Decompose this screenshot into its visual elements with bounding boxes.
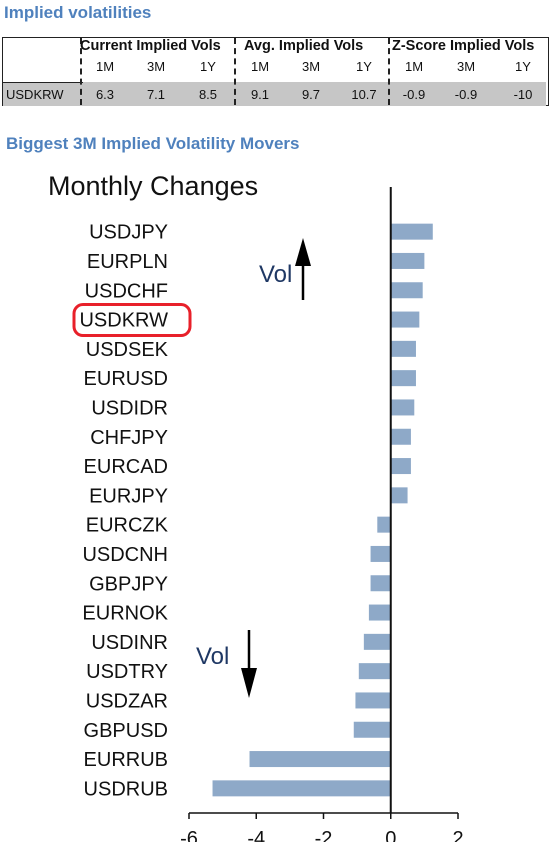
table-separator <box>80 38 82 105</box>
category-label: GBPJPY <box>89 573 168 595</box>
table-row-band <box>3 82 546 106</box>
bar <box>358 663 391 680</box>
row-label: USDKRW <box>6 87 64 102</box>
category-label: CHFJPY <box>90 427 168 449</box>
bar <box>390 223 433 240</box>
category-label: USDJPY <box>89 222 168 244</box>
tenor-header: 1Y <box>356 59 372 74</box>
table-cell: -10 <box>513 87 533 102</box>
bar <box>390 282 423 299</box>
bar <box>249 751 391 768</box>
monthly-changes-chart: Monthly Changes USDJPY EURPLN USDCHF USDKRW… <box>48 171 464 842</box>
group-header-current: Current Implied Vols <box>80 38 221 54</box>
category-label: EURNOK <box>82 603 168 625</box>
bar <box>353 721 391 738</box>
bar <box>390 370 416 387</box>
table-separator <box>388 38 390 105</box>
table-cell: 7.1 <box>146 87 166 102</box>
bar <box>390 458 411 475</box>
bar <box>377 516 391 533</box>
bar <box>390 340 416 357</box>
category-label: USDIDR <box>91 397 168 419</box>
implied-volatilities-title: Implied volatilities <box>4 3 152 22</box>
bar <box>368 604 391 621</box>
table-cell: 9.1 <box>250 87 270 102</box>
table-separator <box>234 38 236 105</box>
table-divider <box>3 82 83 83</box>
bar <box>390 252 425 269</box>
bar <box>370 575 391 592</box>
group-header-zscore: Z-Score Implied Vols <box>392 38 535 54</box>
category-label: USDCNH <box>82 544 168 566</box>
category-label: USDSEK <box>86 339 169 361</box>
category-label: USDCHF <box>85 280 168 302</box>
highlight-box <box>72 303 192 338</box>
category-label: USDZAR <box>86 690 168 712</box>
category-label: USDKRW <box>79 310 168 332</box>
category-label: EURJPY <box>89 485 168 507</box>
category-labels: USDJPY EURPLN USDCHF USDKRW USDSEK EURUSD USDI… <box>72 222 192 800</box>
vol-down-label: Vol <box>196 643 229 670</box>
category-label: USDTRY <box>86 661 168 683</box>
table-cell: 9.7 <box>301 87 321 102</box>
table-cell: 10.7 <box>351 87 377 102</box>
bar <box>390 487 408 504</box>
group-header-avg: Avg. Implied Vols <box>244 38 364 54</box>
category-label: EURUSD <box>84 368 168 390</box>
x-tick-label: 2 <box>452 828 463 842</box>
category-label: EURRUB <box>84 749 168 771</box>
bar <box>390 399 415 416</box>
x-tick-label: -4 <box>247 828 265 842</box>
implied-vol-table: Current Implied Vols Avg. Implied Vols Z… <box>2 37 549 106</box>
table-cell: -0.9 <box>454 87 478 102</box>
table-cell: 8.5 <box>198 87 218 102</box>
bar <box>370 545 391 562</box>
category-label: GBPUSD <box>84 720 168 742</box>
tenor-header: 1M <box>95 59 115 74</box>
tenor-header: 1Y <box>515 59 531 74</box>
x-tick-label: -6 <box>180 828 198 842</box>
tenor-header: 1M <box>250 59 270 74</box>
bars-group <box>212 223 433 797</box>
bar <box>390 311 420 328</box>
tenor-header: 1M <box>404 59 424 74</box>
category-label: EURCZK <box>86 515 169 537</box>
bar <box>363 633 391 650</box>
axis-group: -6 -4 -2 0 2 <box>180 187 464 842</box>
bar <box>355 692 391 709</box>
category-label: USDINR <box>91 632 168 654</box>
bar <box>212 780 391 797</box>
chart-title: Monthly Changes <box>48 171 258 201</box>
tenor-header: 3M <box>146 59 166 74</box>
tenor-header: 1Y <box>200 59 216 74</box>
x-tick-label: 0 <box>385 828 396 842</box>
vol-up-arrow-head <box>295 238 311 266</box>
table-cell: 6.3 <box>95 87 115 102</box>
table-cell: -0.9 <box>402 87 426 102</box>
bar <box>390 428 411 445</box>
vol-down-arrow-head <box>241 668 257 698</box>
category-label: EURPLN <box>87 251 168 273</box>
category-label: USDRUB <box>84 778 168 800</box>
category-label: EURCAD <box>84 456 168 478</box>
tenor-header: 3M <box>456 59 476 74</box>
tenor-header: 3M <box>301 59 321 74</box>
x-tick-label: -2 <box>315 828 333 842</box>
annotations-group: Vol Vol <box>196 238 311 698</box>
movers-title: Biggest 3M Implied Volatility Movers <box>6 134 300 153</box>
vol-up-label: Vol <box>259 261 292 288</box>
